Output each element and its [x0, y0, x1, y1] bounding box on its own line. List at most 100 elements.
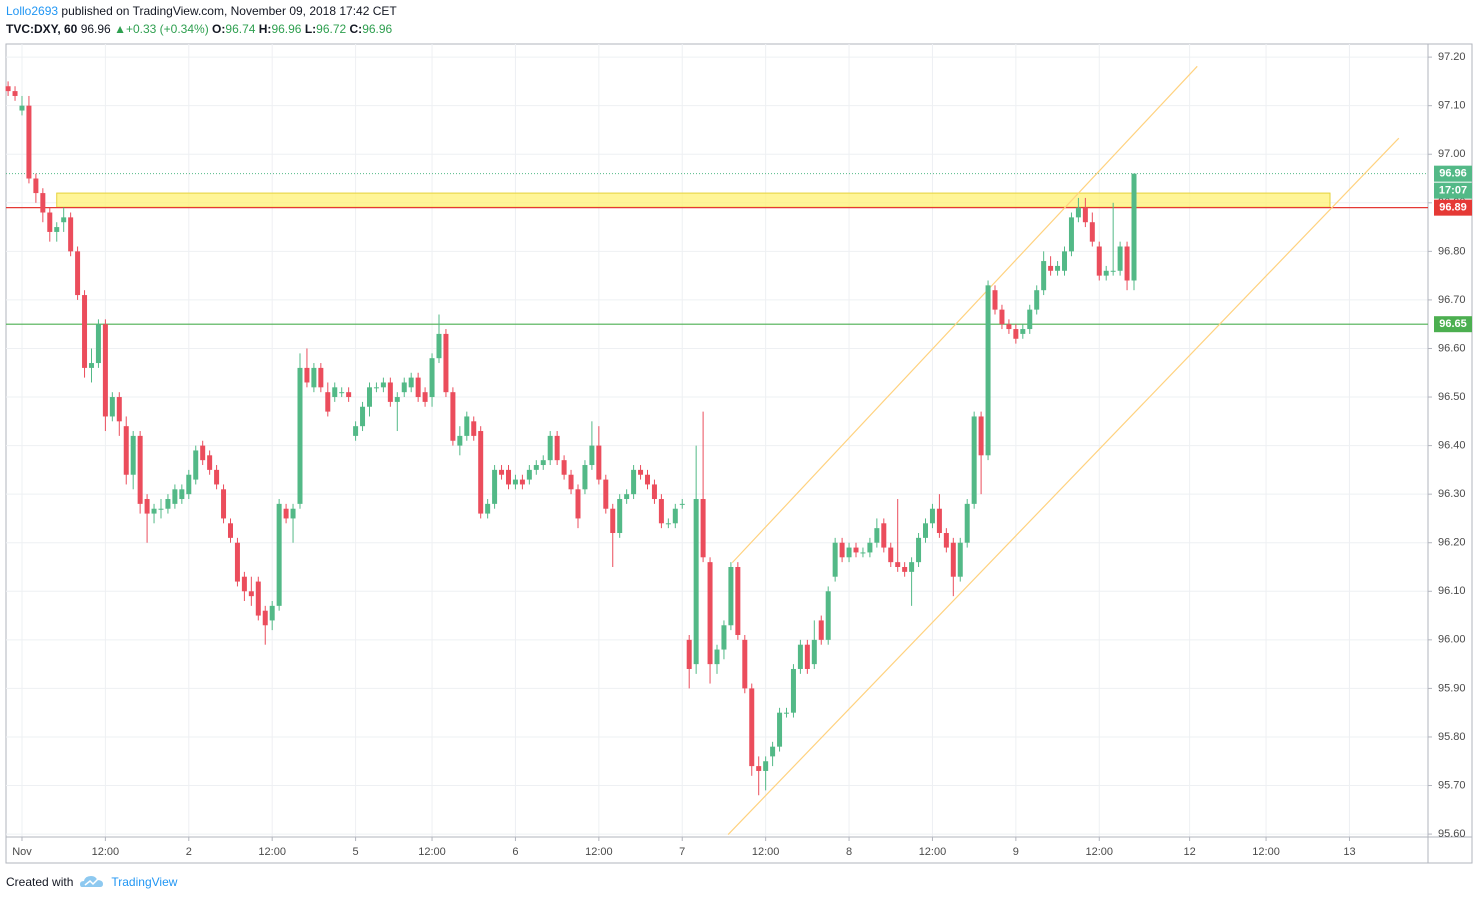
candle-body	[422, 392, 428, 402]
candle-body	[923, 523, 929, 538]
candle-body	[547, 435, 553, 461]
arrow-up: ▲	[114, 22, 126, 36]
candle-body	[1062, 251, 1068, 271]
candle-body	[102, 324, 108, 417]
chart: 95.60 95.70 95.80 95.90 96.00 96.10 96.20 96.30…	[5, 43, 1473, 864]
candle-body	[151, 508, 157, 514]
candle-body	[916, 537, 922, 563]
candle-body	[867, 542, 873, 553]
hline-label-box	[1434, 316, 1472, 333]
x-tick-label: 8	[846, 846, 852, 858]
candle-body	[276, 503, 282, 606]
y-tick-label: 96.10	[1438, 585, 1466, 597]
candle-body	[999, 309, 1005, 325]
candle-body	[353, 426, 359, 436]
countdown: 17:07	[1439, 185, 1467, 197]
candle-body	[1013, 329, 1019, 339]
candle-body	[75, 251, 81, 296]
candle-body	[797, 644, 803, 669]
candle-body	[207, 455, 213, 470]
candle-body	[193, 450, 199, 480]
publish-line: Lollo2693 published on TradingView.com, …	[6, 4, 397, 18]
candle-body	[19, 105, 25, 111]
candle-body	[1027, 309, 1033, 330]
candle-body	[325, 392, 331, 412]
candle-body	[109, 397, 115, 417]
candle-body	[777, 712, 783, 747]
y-tick-label: 96.60	[1438, 342, 1466, 354]
candle-body	[158, 508, 164, 510]
y-tick-label: 96.40	[1438, 440, 1466, 452]
candle-body	[366, 387, 372, 407]
candle-body	[770, 746, 776, 757]
candle-body	[644, 474, 650, 485]
author[interactable]: Lollo2693	[6, 4, 59, 18]
candle-body	[165, 499, 171, 509]
candle-body	[596, 445, 602, 480]
candle-body	[262, 610, 268, 626]
candle-body	[804, 644, 810, 669]
candle-body	[735, 567, 741, 635]
o-label: O:	[212, 22, 226, 36]
candle-body	[853, 547, 859, 553]
candle-body	[700, 499, 706, 558]
symbol: TVC:DXY, 60	[6, 22, 78, 36]
candle-body	[401, 382, 407, 393]
legend-line: TVC:DXY, 60 96.96 ▲+0.33 (+0.34%) O:96.7…	[6, 22, 392, 36]
h-label: H:	[258, 22, 272, 36]
candle-body	[874, 528, 880, 543]
candle-body	[464, 416, 470, 436]
candle-body	[200, 445, 206, 461]
x-tick-label: 9	[1013, 846, 1019, 858]
candle-body	[589, 445, 595, 466]
candle-body	[1082, 207, 1088, 223]
candle-body	[978, 416, 984, 456]
candle-body	[957, 542, 963, 577]
candle-body	[1068, 217, 1074, 252]
y-tick-label: 97.00	[1438, 148, 1466, 160]
candle-body	[130, 435, 136, 475]
candle-body	[332, 387, 338, 398]
brand[interactable]: TradingView	[111, 875, 178, 889]
y-tick-label: 96.30	[1438, 488, 1466, 500]
candle-body	[888, 547, 894, 563]
y-tick-label: 95.70	[1438, 779, 1466, 791]
candle-body	[485, 503, 491, 514]
candle-body	[248, 591, 254, 597]
candle-body	[638, 469, 644, 475]
candle-body	[40, 193, 46, 213]
y-tick-label: 95.60	[1438, 828, 1466, 840]
candle-body	[651, 484, 657, 500]
y-tick-label: 96.00	[1438, 634, 1466, 646]
x-tick-label: 12:00	[1252, 846, 1280, 858]
candle-body	[123, 426, 129, 475]
candle-body	[1089, 222, 1095, 242]
candle-body	[179, 489, 185, 500]
y-tick-label: 96.70	[1438, 294, 1466, 306]
candle-body	[902, 567, 908, 572]
candle-body	[714, 649, 720, 665]
candle-body	[790, 668, 796, 713]
candle-body	[227, 523, 233, 538]
published: published on TradingView.com, November 0…	[61, 4, 397, 18]
candle-body	[297, 367, 303, 504]
x-tick-label: 6	[512, 846, 518, 858]
candle-body	[519, 479, 525, 485]
candle-body	[1103, 270, 1109, 276]
countdown-box	[1434, 182, 1472, 199]
candle-body	[936, 508, 942, 534]
candle-body	[1110, 270, 1116, 272]
candle-body	[909, 562, 915, 572]
last-price-label-box	[1434, 165, 1472, 182]
change: +0.33 (+0.34%)	[125, 22, 209, 36]
candle-body	[1020, 329, 1026, 334]
candle-body	[1006, 324, 1012, 330]
candle-body	[985, 285, 991, 456]
candle-body	[339, 392, 345, 394]
candle-body	[429, 358, 435, 398]
candle-body	[471, 421, 477, 436]
candle-body	[721, 625, 727, 650]
candle-body	[811, 639, 817, 665]
candle-body	[443, 333, 449, 393]
x-tick-label: 2	[186, 846, 192, 858]
